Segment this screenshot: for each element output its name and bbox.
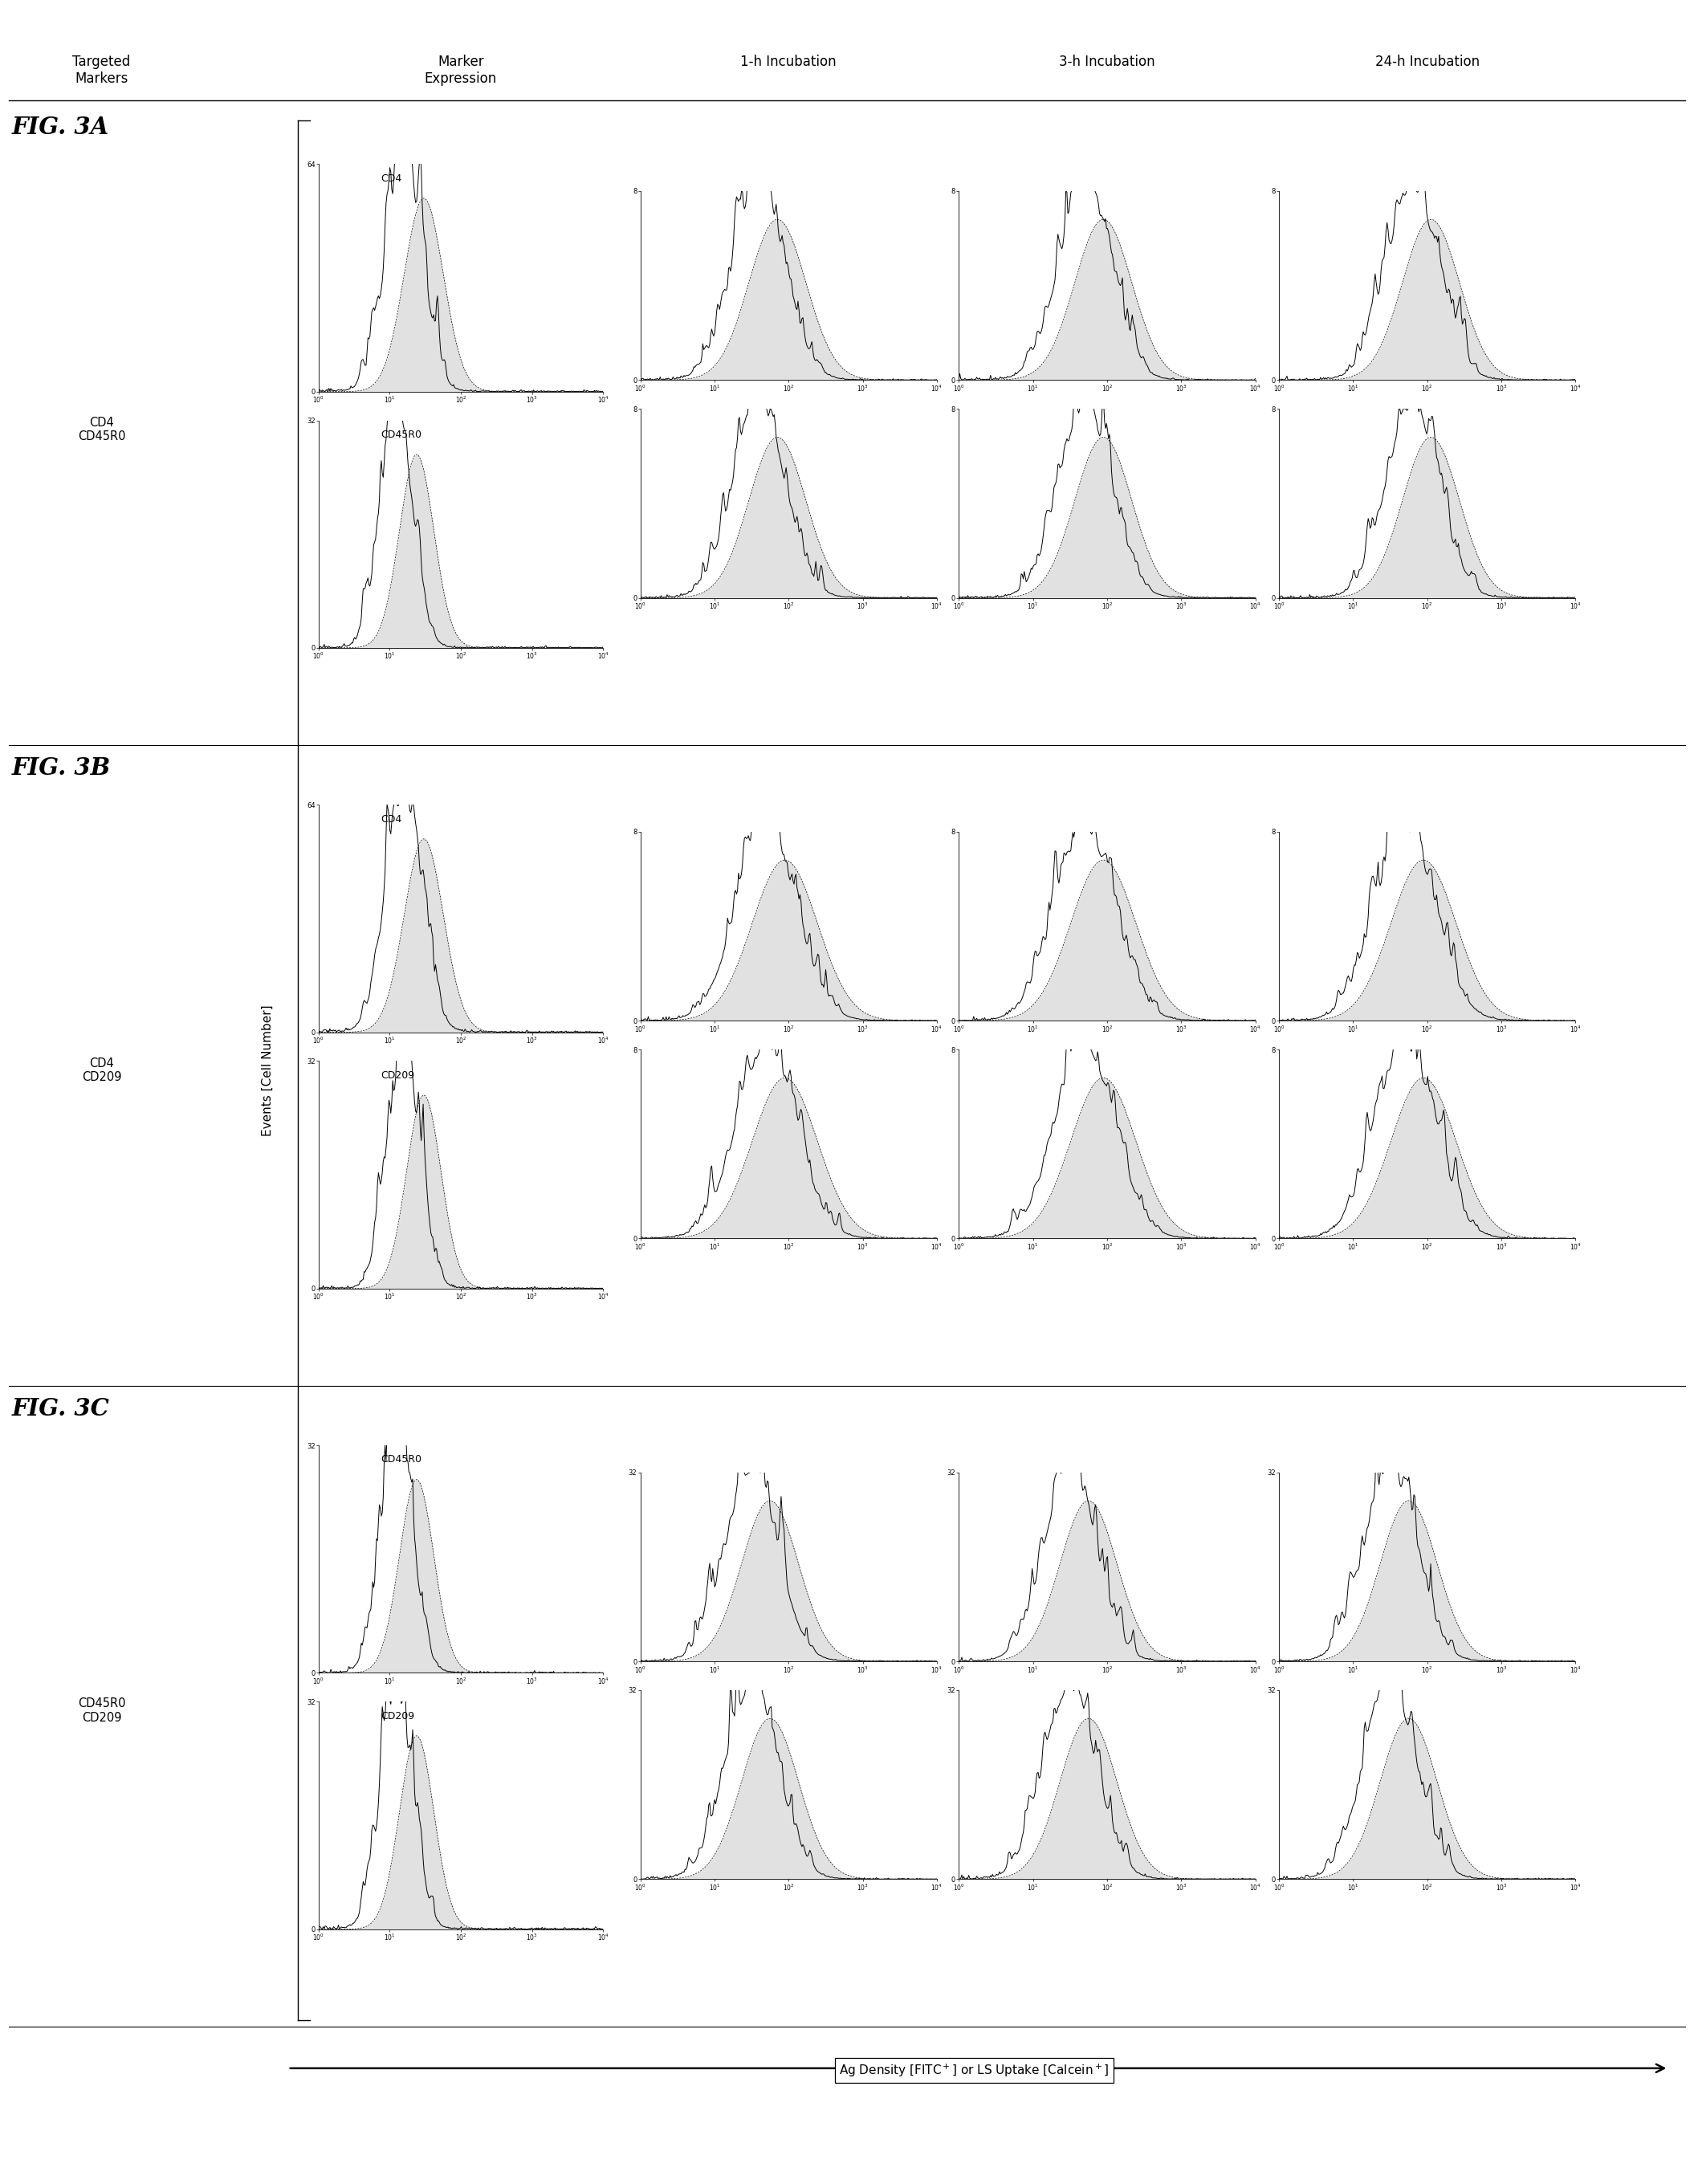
Text: CD4: CD4 bbox=[381, 173, 401, 183]
Text: CD4
CD45R0: CD4 CD45R0 bbox=[78, 417, 125, 443]
Text: CD4
CD209: CD4 CD209 bbox=[81, 1057, 122, 1083]
Text: 3-h Incubation: 3-h Incubation bbox=[1059, 55, 1155, 70]
Text: FIG. 3C: FIG. 3C bbox=[12, 1398, 110, 1420]
Text: CD45R0
CD209: CD45R0 CD209 bbox=[78, 1697, 125, 1723]
Text: CD45R0: CD45R0 bbox=[381, 1455, 422, 1465]
Text: CD45R0: CD45R0 bbox=[381, 430, 422, 439]
Text: Events [Cell Number]: Events [Cell Number] bbox=[261, 1005, 274, 1136]
Text: CD4: CD4 bbox=[381, 815, 401, 823]
Text: CD209: CD209 bbox=[381, 1070, 415, 1081]
Text: Ag Density [FITC$^+$] or LS Uptake [Calcein$^+$]: Ag Density [FITC$^+$] or LS Uptake [Calc… bbox=[839, 2062, 1110, 2079]
Text: FIG. 3A: FIG. 3A bbox=[12, 116, 108, 140]
Text: FIG. 3B: FIG. 3B bbox=[12, 756, 110, 780]
Text: 24-h Incubation: 24-h Incubation bbox=[1376, 55, 1479, 70]
Text: CD209: CD209 bbox=[381, 1710, 415, 1721]
Text: Marker
Expression: Marker Expression bbox=[425, 55, 496, 85]
Text: 1-h Incubation: 1-h Incubation bbox=[740, 55, 837, 70]
Text: Targeted
Markers: Targeted Markers bbox=[73, 55, 130, 85]
